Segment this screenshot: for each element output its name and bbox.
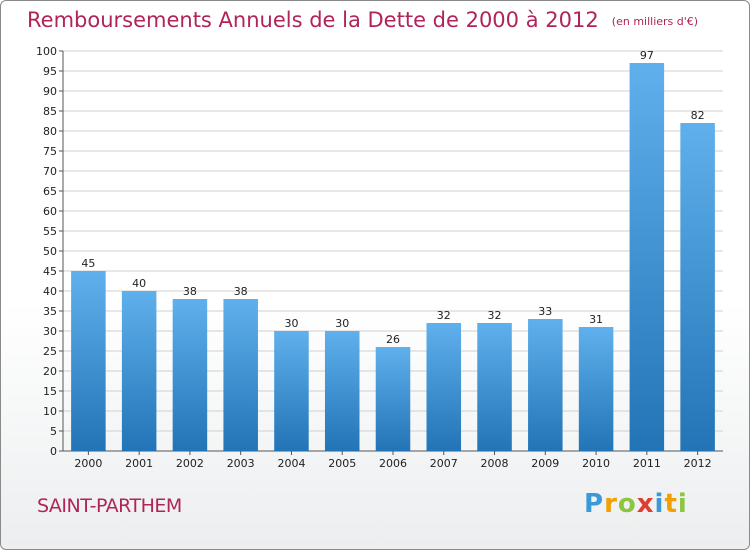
x-tick-label-2001: 2001 (125, 457, 153, 470)
logo-letter: i (677, 489, 688, 519)
logo-letter: t (664, 489, 678, 519)
y-tick-label: 20 (43, 365, 57, 378)
x-tick-label-2006: 2006 (379, 457, 407, 470)
bar-2006 (375, 347, 411, 451)
bar-2012 (680, 123, 715, 451)
y-tick-label: 95 (43, 65, 57, 78)
y-tick-label: 0 (50, 445, 57, 458)
bar-2001 (121, 291, 157, 451)
bar-chart: 0 5 10 15 20 25 30 35 40 45 50 55 60 65 70 75 80 85 90 95 10… (36, 45, 723, 470)
y-tick-label: 60 (43, 205, 57, 218)
y-tick-label: 90 (43, 85, 57, 98)
chart-unit: (en milliers d'€) (611, 15, 699, 28)
x-tick-label-2005: 2005 (328, 457, 356, 470)
proxiti-logo: Proxiti (584, 489, 688, 519)
data-label-2003: 38 (234, 285, 248, 298)
x-tick-label-2003: 2003 (227, 457, 255, 470)
data-label-2012: 82 (691, 109, 705, 122)
logo-letter: x (636, 489, 655, 519)
x-tick-label-2012: 2012 (684, 457, 712, 470)
data-label-2009: 33 (538, 305, 552, 318)
y-tick-label: 35 (43, 305, 57, 318)
data-label-2007: 32 (437, 309, 451, 322)
bar-2010 (578, 327, 614, 451)
commune-name: SAINT-PARTHEM (37, 495, 182, 517)
logo-letter: P (584, 489, 605, 519)
y-tick-label: 65 (43, 185, 57, 198)
data-label-2006: 26 (386, 333, 400, 346)
x-tick-label-2004: 2004 (277, 457, 305, 470)
logo-letter: i (654, 489, 665, 519)
y-tick-label: 45 (43, 265, 57, 278)
y-tick-label: 25 (43, 345, 57, 358)
x-tick-label-2010: 2010 (582, 457, 610, 470)
y-tick-label: 85 (43, 105, 57, 118)
y-tick-label: 40 (43, 285, 57, 298)
y-tick-label: 50 (43, 245, 57, 258)
x-tick-label-2007: 2007 (430, 457, 458, 470)
x-tick-label-2009: 2009 (531, 457, 559, 470)
bar-2002 (172, 299, 208, 451)
data-label-2002: 38 (183, 285, 197, 298)
data-label-2001: 40 (132, 277, 146, 290)
y-tick-label: 30 (43, 325, 57, 338)
x-tick-label-2000: 2000 (74, 457, 102, 470)
data-label-2010: 31 (589, 313, 603, 326)
bar-2007 (426, 323, 462, 451)
y-tick-label: 15 (43, 385, 57, 398)
data-label-2011: 97 (640, 49, 654, 62)
data-label-2000: 45 (81, 257, 95, 270)
x-tick-label-2008: 2008 (481, 457, 509, 470)
y-tick-label: 10 (43, 405, 57, 418)
x-tick-label-2002: 2002 (176, 457, 204, 470)
y-tick-label: 55 (43, 225, 57, 238)
y-tick-label: 100 (36, 45, 57, 58)
bar-2004 (274, 331, 309, 451)
bar-2011 (629, 63, 665, 451)
bar-2008 (477, 323, 512, 451)
x-tick-label-2011: 2011 (633, 457, 661, 470)
data-label-2004: 30 (284, 317, 298, 330)
bar-2000 (71, 271, 106, 451)
bar-2003 (223, 299, 258, 451)
chart-title-row: Remboursements Annuels de la Dette de 20… (27, 8, 698, 32)
bar-2005 (324, 331, 360, 451)
y-tick-label: 80 (43, 125, 57, 138)
chart-title: Remboursements Annuels de la Dette de 20… (27, 8, 599, 32)
data-label-2005: 30 (335, 317, 349, 330)
y-tick-label: 70 (43, 165, 57, 178)
logo-letter: o (617, 489, 637, 519)
logo-letter: r (604, 489, 618, 519)
y-tick-label: 5 (50, 425, 57, 438)
data-label-2008: 32 (488, 309, 502, 322)
bar-2009 (528, 319, 563, 451)
y-tick-label: 75 (43, 145, 57, 158)
